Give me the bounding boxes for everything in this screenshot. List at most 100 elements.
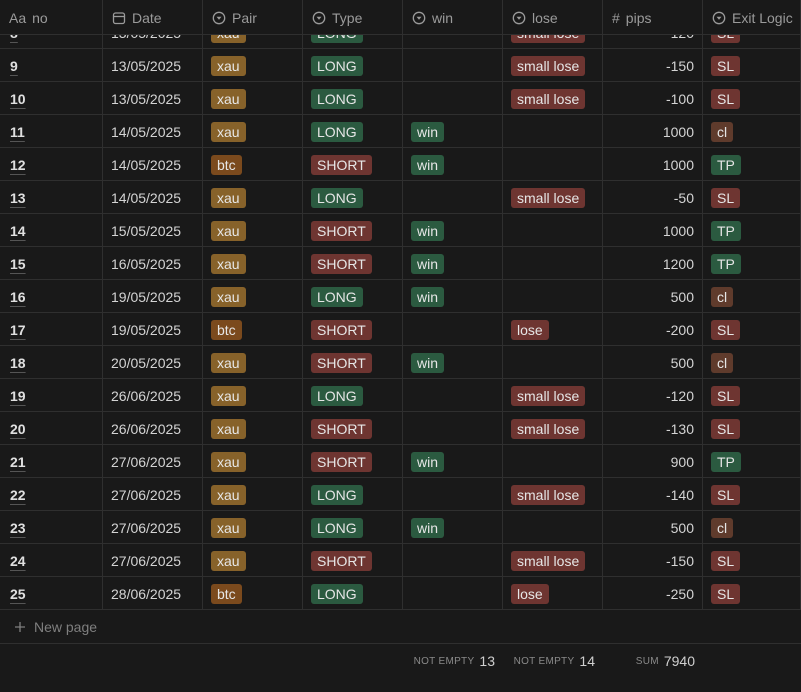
- table-cell: small lose: [503, 82, 603, 115]
- table-cell: 16: [0, 280, 103, 313]
- summary-label: SUM: [635, 655, 659, 667]
- tag: cl: [711, 517, 734, 538]
- table-cell: [403, 478, 503, 511]
- table-cell: 14/05/2025: [103, 181, 203, 214]
- table-cell: [403, 544, 503, 577]
- table-row: 22 27/06/2025 xau LONG small lose -140 SL: [0, 478, 801, 511]
- table-cell: xau: [203, 379, 303, 412]
- tag: small lose: [511, 418, 586, 439]
- tag: SL: [711, 88, 741, 109]
- table-cell: TP: [703, 247, 801, 280]
- row-title[interactable]: 20: [10, 420, 26, 437]
- column-header[interactable]: Exit Logic: [703, 0, 801, 35]
- tag: xau: [211, 517, 246, 538]
- table-cell: LONG: [303, 280, 403, 313]
- table-cell: SHORT: [303, 214, 403, 247]
- new-page-button[interactable]: New page: [14, 617, 97, 637]
- column-header[interactable]: lose: [503, 0, 603, 35]
- number-text: 1000: [662, 222, 694, 239]
- table-cell: [503, 247, 603, 280]
- column-header[interactable]: Pair: [203, 0, 303, 35]
- row-title[interactable]: 14: [10, 222, 26, 239]
- number-text: 1000: [662, 123, 694, 140]
- table-cell: [403, 379, 503, 412]
- tag: SHORT: [311, 550, 372, 571]
- row-title[interactable]: 22: [10, 486, 26, 503]
- table-cell: xau: [203, 115, 303, 148]
- row-title[interactable]: 24: [10, 552, 26, 569]
- row-title[interactable]: 11: [10, 123, 25, 140]
- table-cell: 16/05/2025: [103, 247, 203, 280]
- table-cell: 28/06/2025: [103, 577, 203, 610]
- tag: LONG: [311, 121, 363, 142]
- tag: SHORT: [311, 352, 372, 373]
- table-cell: 18: [0, 346, 103, 379]
- table-cell: 27/06/2025: [103, 544, 203, 577]
- table-cell: win: [403, 214, 503, 247]
- table-cell: [403, 577, 503, 610]
- date-text: 27/06/2025: [111, 552, 182, 569]
- number-text: -120: [665, 387, 694, 404]
- tag: btc: [211, 319, 242, 340]
- table-cell: 500: [603, 280, 703, 313]
- tag: xau: [211, 253, 246, 274]
- tag: win: [411, 352, 445, 373]
- tag: SHORT: [311, 253, 372, 274]
- column-summary: NOT EMPTY 13: [403, 652, 495, 670]
- tag: SHORT: [311, 154, 372, 175]
- table-cell: cl: [703, 511, 801, 544]
- table-cell: 12: [0, 148, 103, 181]
- row-title[interactable]: 23: [10, 519, 26, 536]
- column-icon: [712, 11, 726, 25]
- table-cell: xau: [203, 346, 303, 379]
- tag: SL: [711, 319, 741, 340]
- row-title[interactable]: 12: [10, 156, 26, 173]
- row-title[interactable]: 10: [10, 90, 26, 107]
- table-cell: -140: [603, 478, 703, 511]
- row-title[interactable]: 9: [10, 57, 18, 74]
- table-cell: -150: [603, 544, 703, 577]
- tag: small lose: [511, 550, 586, 571]
- table-cell: cl: [703, 346, 801, 379]
- table-cell: small lose: [503, 544, 603, 577]
- table-cell: [503, 214, 603, 247]
- tag: cl: [711, 352, 734, 373]
- column-header[interactable]: Aa no: [0, 0, 103, 35]
- tag: xau: [211, 286, 246, 307]
- row-title[interactable]: 19: [10, 387, 26, 404]
- tag: SL: [711, 583, 741, 604]
- column-header[interactable]: Type: [303, 0, 403, 35]
- tag: SL: [711, 55, 741, 76]
- tag: xau: [211, 352, 246, 373]
- plus-icon: [15, 622, 25, 632]
- tag: small lose: [511, 484, 586, 505]
- tag: TP: [711, 154, 741, 175]
- column-header[interactable]: # pips: [603, 0, 703, 35]
- new-page-label: New page: [34, 619, 98, 635]
- table-row: 18 20/05/2025 xau SHORT win 500 cl: [0, 346, 801, 379]
- table-row: 25 28/06/2025 btc LONG lose -250 SL: [0, 577, 801, 610]
- row-title[interactable]: 21: [10, 453, 26, 470]
- row-title[interactable]: 13: [10, 189, 26, 206]
- row-title[interactable]: 25: [10, 585, 26, 602]
- row-title[interactable]: 17: [10, 321, 26, 338]
- date-text: 27/06/2025: [111, 486, 182, 503]
- table-cell: lose: [503, 577, 603, 610]
- tag: SHORT: [311, 451, 372, 472]
- date-text: 26/06/2025: [111, 420, 182, 437]
- table-cell: SHORT: [303, 445, 403, 478]
- column-summary: NOT EMPTY 14: [503, 652, 595, 670]
- column-header[interactable]: Date: [103, 0, 203, 35]
- column-header[interactable]: win: [403, 0, 503, 35]
- date-text: 14/05/2025: [111, 123, 182, 140]
- column-name: pips: [625, 9, 652, 26]
- row-title[interactable]: 15: [10, 255, 26, 272]
- table-cell: xau: [203, 247, 303, 280]
- table-cell: LONG: [303, 181, 403, 214]
- table-cell: xau: [203, 445, 303, 478]
- row-title[interactable]: 18: [10, 354, 26, 371]
- table-cell: 1000: [603, 115, 703, 148]
- table-cell: SHORT: [303, 313, 403, 346]
- row-title[interactable]: 16: [10, 288, 26, 305]
- date-text: 26/06/2025: [111, 387, 182, 404]
